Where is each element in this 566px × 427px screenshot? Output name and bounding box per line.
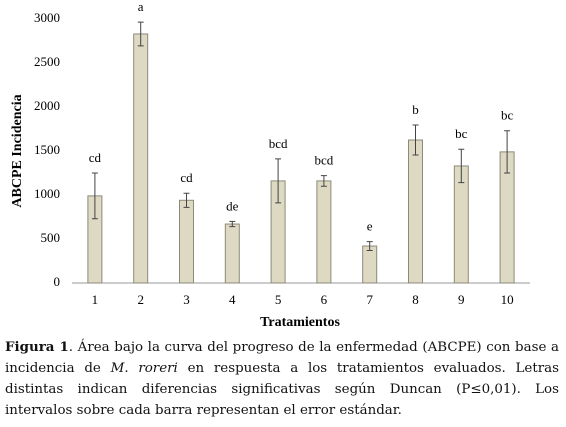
y-tick-label: 2000 (34, 98, 60, 113)
error-bar (275, 158, 282, 204)
y-tick-label: 3000 (34, 10, 60, 25)
y-axis-label: ABCPE Incidencia (10, 94, 25, 207)
annotation: bc (501, 108, 514, 123)
annotation: a (138, 0, 144, 14)
error-bar (320, 175, 327, 187)
error-bar (137, 21, 144, 47)
annotation: b (412, 102, 419, 117)
x-tick-label: 8 (412, 292, 419, 307)
bar (453, 165, 469, 284)
y-tick-label: 1500 (34, 142, 60, 157)
bar (133, 33, 149, 284)
x-tick-label: 6 (321, 292, 328, 307)
bar (224, 223, 240, 284)
caption-label: Figura 1 (5, 339, 69, 355)
x-tick-label: 9 (458, 292, 465, 307)
bar (316, 180, 332, 284)
error-bar (229, 220, 236, 228)
error-bar (366, 241, 373, 251)
x-axis-label: Tratamientos (260, 315, 340, 330)
caption: Figura 1. Área bajo la curva del progres… (5, 337, 559, 421)
bar (179, 199, 194, 284)
chart: ABCPE Incidencia Tratamientos 0500100015… (10, 0, 530, 330)
error-bar (504, 130, 511, 174)
x-tick-label: 4 (229, 292, 236, 307)
x-tick-label: 3 (183, 292, 190, 307)
y-tick-label: 500 (41, 230, 61, 245)
y-tick-label: 0 (54, 274, 61, 289)
annotation: cd (89, 150, 102, 165)
annotation: bcd (315, 153, 334, 168)
error-bar (458, 148, 465, 184)
annotation: e (367, 219, 373, 234)
annotation: de (226, 198, 239, 213)
x-tick-label: 5 (275, 292, 282, 307)
annotation: cd (180, 170, 193, 185)
bar (362, 245, 378, 284)
error-bar (183, 192, 190, 208)
y-tick-label: 2500 (34, 54, 60, 69)
error-bar (412, 124, 419, 156)
bar (408, 139, 423, 284)
x-tick-label: 2 (137, 292, 144, 307)
error-bar (91, 172, 98, 220)
annotation: bc (455, 126, 468, 141)
annotation: bcd (269, 136, 288, 151)
caption-text: . Área bajo la curva del progreso de la … (5, 340, 559, 376)
x-tick-label: 1 (92, 292, 99, 307)
y-tick-label: 1000 (34, 186, 60, 201)
x-tick-label: 10 (501, 292, 514, 307)
x-tick-label: 7 (366, 292, 373, 307)
caption-text: en respuesta a los tratamientos evaluado… (5, 361, 559, 418)
caption-species: M. roreri (110, 361, 178, 376)
